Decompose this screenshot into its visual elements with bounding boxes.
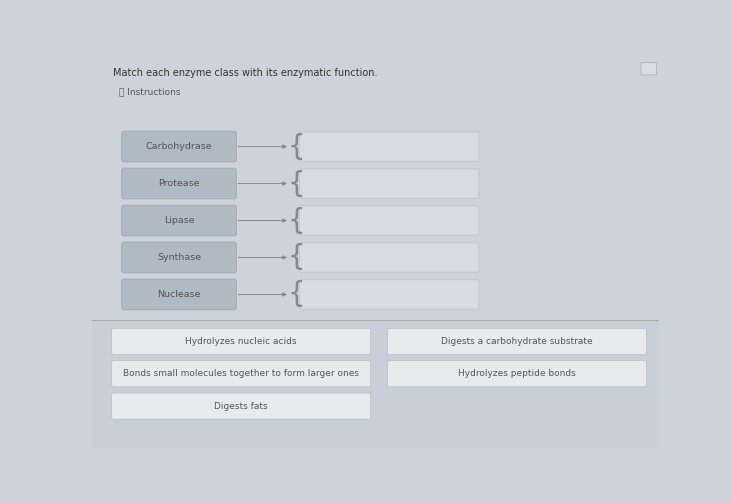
Text: {: { — [287, 133, 305, 160]
Text: {: { — [287, 243, 305, 272]
FancyBboxPatch shape — [299, 280, 479, 309]
Text: Protease: Protease — [158, 179, 200, 188]
FancyBboxPatch shape — [112, 328, 370, 355]
FancyBboxPatch shape — [387, 328, 646, 355]
Text: Digests a carbohydrate substrate: Digests a carbohydrate substrate — [441, 337, 593, 346]
FancyBboxPatch shape — [299, 206, 479, 235]
FancyBboxPatch shape — [112, 393, 370, 419]
Text: Lipase: Lipase — [164, 216, 195, 225]
FancyBboxPatch shape — [387, 361, 646, 387]
Text: Hydrolyzes nucleic acids: Hydrolyzes nucleic acids — [185, 337, 296, 346]
FancyBboxPatch shape — [122, 205, 236, 236]
FancyBboxPatch shape — [299, 243, 479, 272]
FancyBboxPatch shape — [299, 132, 479, 161]
Text: Match each enzyme class with its enzymatic function.: Match each enzyme class with its enzymat… — [113, 68, 378, 78]
Text: {: { — [287, 207, 305, 234]
FancyBboxPatch shape — [122, 242, 236, 273]
Text: {: { — [287, 170, 305, 198]
Text: Synthase: Synthase — [157, 253, 201, 262]
Text: Bonds small molecules together to form larger ones: Bonds small molecules together to form l… — [123, 369, 359, 378]
FancyBboxPatch shape — [122, 279, 236, 310]
FancyBboxPatch shape — [92, 320, 659, 448]
Text: {: { — [287, 281, 305, 308]
FancyBboxPatch shape — [299, 169, 479, 198]
FancyBboxPatch shape — [122, 168, 236, 199]
FancyBboxPatch shape — [112, 361, 370, 387]
FancyBboxPatch shape — [122, 131, 236, 162]
Text: Hydrolyzes peptide bonds: Hydrolyzes peptide bonds — [458, 369, 576, 378]
Text: Nuclease: Nuclease — [157, 290, 201, 299]
Text: Carbohydrase: Carbohydrase — [146, 142, 212, 151]
FancyBboxPatch shape — [641, 63, 657, 75]
Text: ⓘ Instructions: ⓘ Instructions — [119, 88, 181, 96]
Text: Digests fats: Digests fats — [214, 401, 268, 410]
